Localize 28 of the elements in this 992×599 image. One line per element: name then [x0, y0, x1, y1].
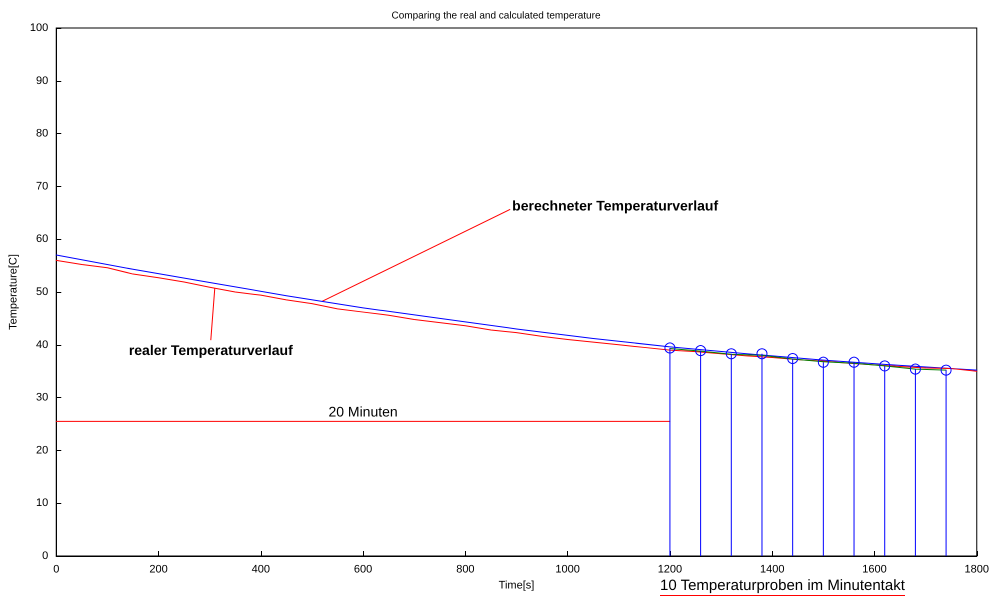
y-tick-label: 60: [36, 233, 48, 246]
x-tick-label: 200: [149, 564, 168, 576]
x-tick-label: 1800: [964, 564, 990, 576]
y-tick-label: 70: [36, 180, 48, 192]
x-tick-label: 1000: [555, 564, 580, 576]
y-tick-label: 50: [36, 286, 48, 298]
x-tick-label: 0: [53, 564, 60, 576]
y-tick-label: 80: [36, 128, 48, 140]
y-axis-title: Temperature[C]: [8, 254, 20, 330]
text: berechneter Temperaturverlauf: [512, 197, 718, 214]
text: 10 Temperaturproben im Minutentakt: [660, 577, 905, 596]
y-tick-label: 20: [36, 444, 48, 456]
x-tick-label: 1200: [658, 564, 682, 576]
x-tick-label: 1400: [760, 564, 784, 576]
chart-title: Comparing the real and calculated temperature: [391, 10, 601, 22]
y-tick-label: 40: [36, 338, 48, 351]
x-axis-title: Time[s]: [498, 579, 534, 592]
x-tick-label: 800: [456, 564, 475, 576]
y-tick-label: 0: [42, 550, 48, 562]
series-label: 20 Minuten: [328, 403, 398, 420]
x-tick-label: 600: [354, 564, 372, 576]
y-tick-label: 90: [36, 74, 48, 87]
x-tick-label: 1600: [862, 564, 887, 576]
y-tick-label: 30: [36, 392, 48, 404]
y-tick-label: 100: [30, 22, 48, 34]
text: realer Temperaturverlauf: [128, 342, 294, 358]
y-tick-label: 10: [36, 497, 48, 510]
x-tick-label: 400: [252, 564, 270, 576]
